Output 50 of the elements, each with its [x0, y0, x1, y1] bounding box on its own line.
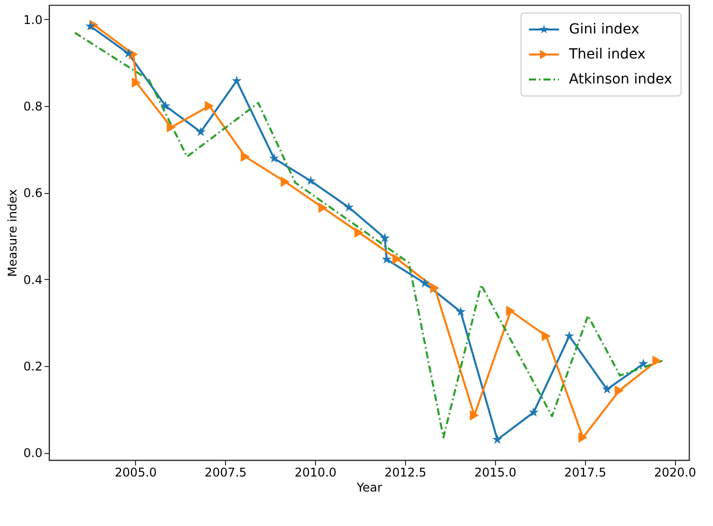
point — [354, 227, 364, 238]
legend-label: Gini index — [569, 22, 640, 38]
point — [280, 176, 290, 188]
point — [306, 176, 316, 186]
point — [132, 77, 141, 88]
point — [528, 407, 539, 417]
point — [232, 76, 242, 86]
point — [392, 254, 402, 264]
point — [470, 410, 479, 421]
point — [420, 278, 430, 288]
point — [542, 330, 551, 342]
point — [492, 434, 502, 444]
point — [652, 356, 662, 366]
x-tick-label: 2005.0 — [114, 466, 157, 480]
point — [602, 384, 612, 394]
point — [204, 100, 214, 112]
point — [578, 432, 588, 443]
point — [638, 358, 648, 368]
x-tick-label: 2012.5 — [384, 466, 426, 480]
point — [380, 232, 390, 242]
x-tick-label: 2015.0 — [474, 466, 516, 480]
point — [85, 20, 96, 30]
x-axis-title: Year — [356, 480, 382, 494]
point — [166, 122, 176, 132]
y-tick-label: 0.0 — [23, 446, 42, 460]
point — [614, 385, 624, 396]
y-tick-label: 0.8 — [23, 99, 42, 114]
legend-label: Atkinson index — [569, 72, 672, 88]
x-tick-label: 2017.5 — [564, 466, 606, 480]
y-axis-title: Measure index — [5, 189, 20, 277]
x-tick-label: 2010.0 — [294, 466, 337, 480]
y-tick-label: 1.0 — [23, 12, 42, 27]
point — [318, 202, 328, 214]
y-tick-label: 0.2 — [23, 359, 42, 374]
point — [344, 202, 354, 212]
point — [160, 100, 170, 110]
x-tick-label: 2020.0 — [654, 466, 696, 480]
y-tick-label: 0.4 — [23, 272, 42, 287]
point — [269, 153, 280, 163]
point — [564, 330, 574, 340]
legend-label: Theil index — [568, 46, 646, 62]
y-tick-label: 0.6 — [23, 186, 42, 200]
point — [506, 306, 516, 316]
point — [382, 254, 392, 264]
point — [430, 282, 440, 294]
point — [240, 151, 250, 162]
point — [456, 306, 466, 316]
point — [123, 48, 134, 58]
point — [196, 126, 206, 136]
x-tick-label: 2007.5 — [204, 466, 247, 480]
